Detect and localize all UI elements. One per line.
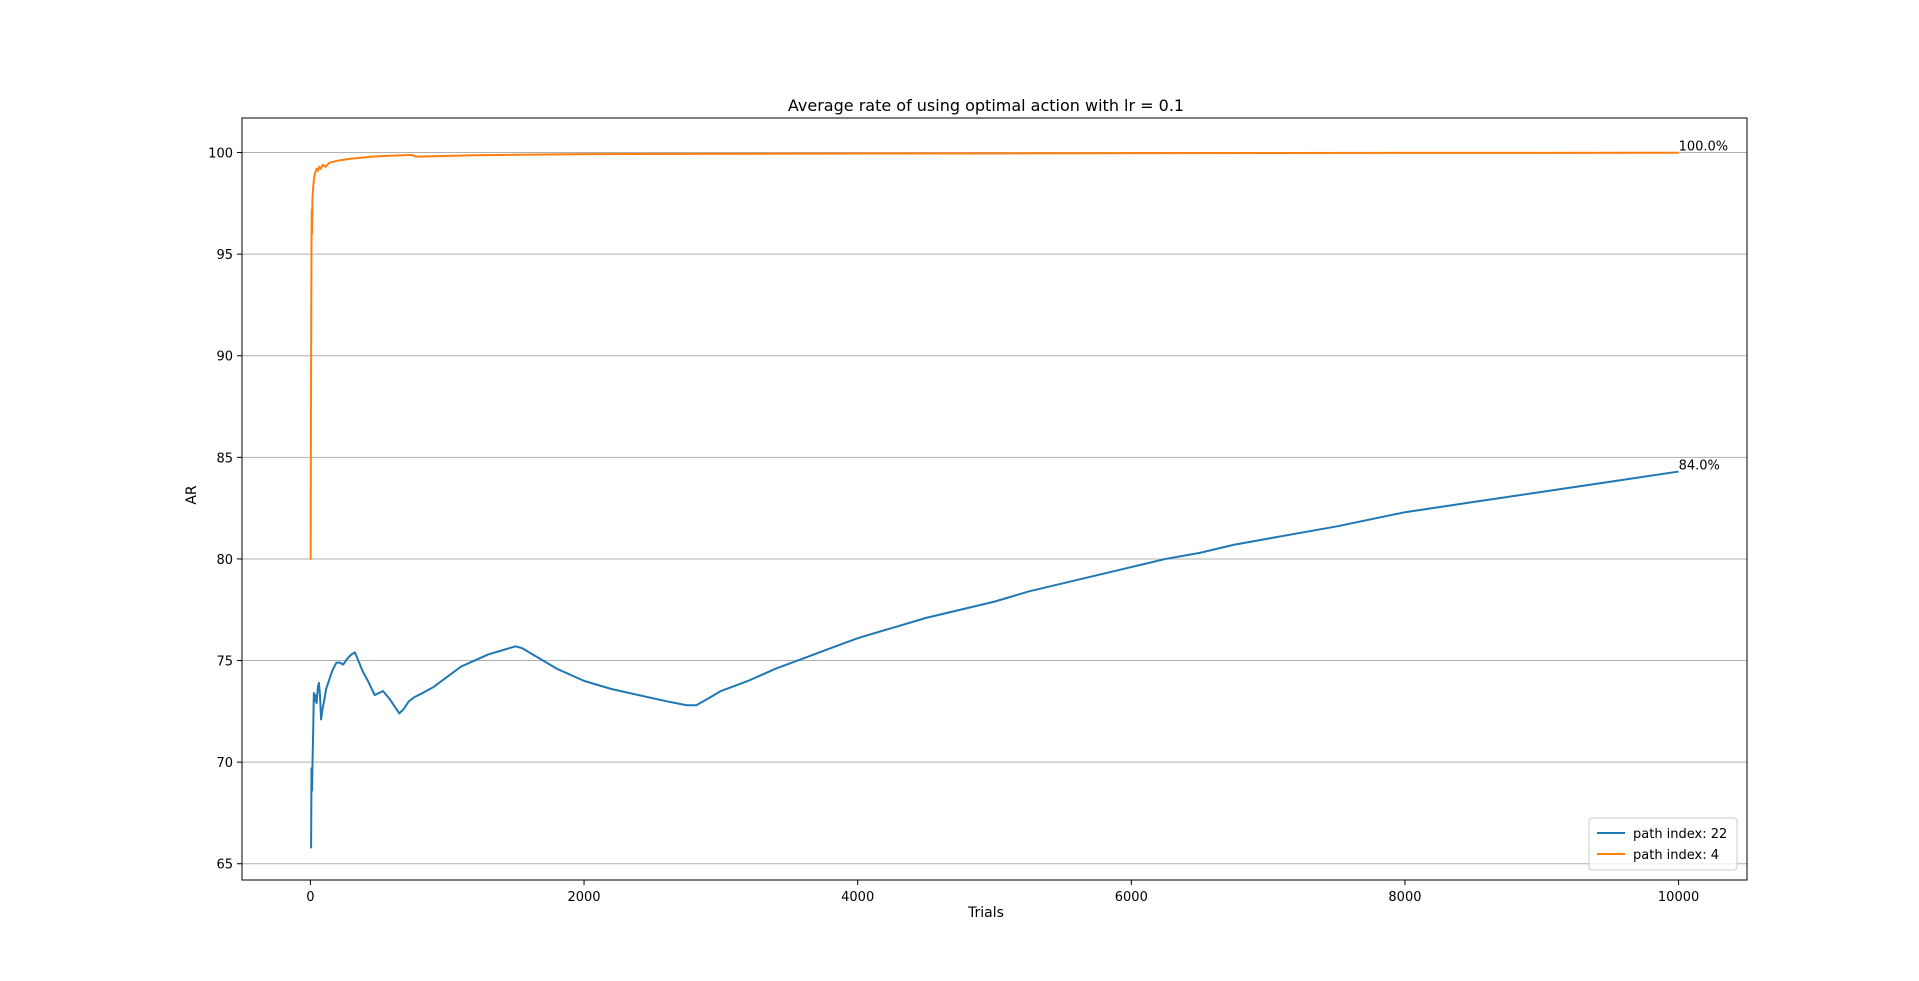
y-axis-label: AR bbox=[184, 485, 200, 505]
series-lines bbox=[309, 151, 1679, 849]
plot-frame bbox=[241, 117, 1748, 881]
y-tick-label: 85 bbox=[216, 451, 233, 466]
x-tick-label: 6000 bbox=[1115, 890, 1148, 905]
x-axis-label: Trials bbox=[967, 905, 1004, 921]
y-tick-label: 80 bbox=[216, 553, 233, 568]
x-tick-label: 2000 bbox=[567, 890, 600, 905]
x-tick-label: 0 bbox=[306, 890, 314, 905]
legend: path index: 22 path index: 4 bbox=[1588, 817, 1738, 871]
y-tick-label: 100 bbox=[208, 147, 233, 162]
end-value-label: 100.0% bbox=[1679, 140, 1729, 155]
chart-title: Average rate of using optimal action wit… bbox=[788, 96, 1184, 115]
series-line-2 bbox=[309, 151, 1679, 560]
y-axis-ticks: 65 70 75 80 85 90 95 100 bbox=[208, 147, 242, 873]
x-axis-ticks: 0 2000 4000 6000 8000 10000 bbox=[306, 880, 1699, 905]
end-labels: 84.0% 100.0% bbox=[1679, 140, 1729, 474]
y-tick-label: 95 bbox=[216, 248, 233, 263]
x-tick-label: 10000 bbox=[1658, 890, 1699, 905]
y-tick-label: 70 bbox=[216, 756, 233, 771]
y-tick-label: 90 bbox=[216, 350, 233, 365]
y-tick-label: 75 bbox=[216, 655, 233, 670]
x-tick-label: 8000 bbox=[1388, 890, 1421, 905]
grid-lines bbox=[242, 152, 1747, 865]
x-tick-label: 4000 bbox=[841, 890, 874, 905]
end-value-label: 84.0% bbox=[1679, 459, 1720, 474]
series-line-1 bbox=[310, 470, 1679, 849]
legend-label: path index: 22 bbox=[1633, 827, 1727, 842]
y-tick-label: 65 bbox=[216, 858, 233, 873]
legend-label: path index: 4 bbox=[1633, 848, 1719, 863]
legend-box bbox=[1588, 817, 1738, 871]
